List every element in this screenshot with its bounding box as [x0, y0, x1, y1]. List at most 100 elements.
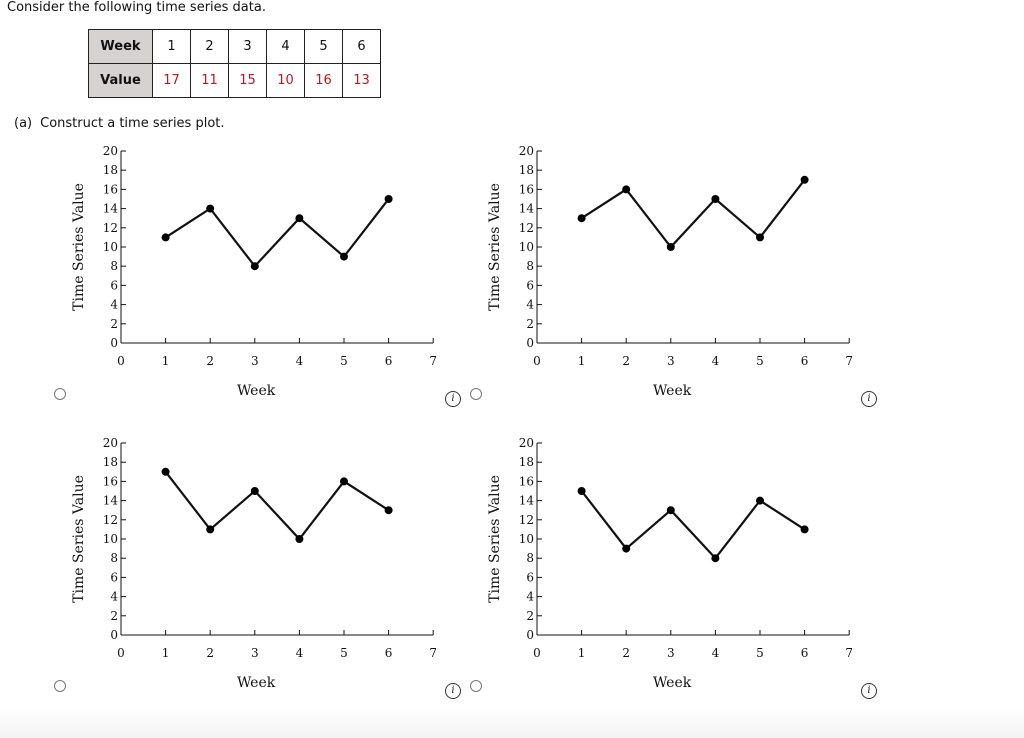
- series-line: [581, 179, 806, 249]
- time-series-table: Week 1 2 3 4 5 6 Value 17 11 15 10 16 13: [88, 29, 381, 98]
- y-tick-label: 2: [110, 317, 118, 331]
- value-cell: 16: [304, 63, 343, 98]
- info-icon[interactable]: i: [445, 683, 461, 699]
- y-tick-label: 16: [103, 182, 118, 196]
- y-tick-label: 20: [103, 144, 118, 158]
- y-tick-label: 2: [526, 609, 534, 623]
- x-tick-label: 5: [340, 646, 348, 660]
- y-tick-label: 12: [519, 513, 534, 527]
- info-icon[interactable]: i: [445, 391, 461, 407]
- y-tick-label: 18: [103, 455, 118, 469]
- y-tick-label: 12: [519, 221, 534, 235]
- y-tick-label: 10: [103, 532, 118, 546]
- option-radio-3[interactable]: [54, 680, 66, 692]
- y-tick-label: 6: [110, 278, 118, 292]
- data-point: [666, 243, 675, 251]
- y-tick-label: 12: [103, 221, 118, 235]
- x-tick-label: 0: [533, 646, 541, 660]
- option-radio-1[interactable]: [54, 388, 66, 400]
- week-header: Week: [88, 29, 153, 64]
- x-tick-label: 1: [162, 354, 170, 368]
- value-cell: 13: [342, 63, 381, 98]
- data-point: [250, 262, 259, 271]
- y-tick-label: 4: [526, 298, 534, 312]
- value-cell: 11: [190, 63, 229, 98]
- value-cell: 15: [228, 63, 267, 98]
- x-tick-label: 4: [712, 646, 720, 660]
- data-point: [577, 214, 586, 223]
- value-row: Value 17 11 15 10 16 13: [88, 63, 381, 98]
- x-tick-label: 6: [385, 646, 393, 660]
- x-tick-label: 3: [667, 646, 675, 660]
- x-axis-label: Week: [653, 675, 692, 691]
- y-tick-label: 20: [519, 144, 534, 158]
- y-tick-label: 2: [110, 609, 118, 623]
- data-point: [295, 535, 304, 543]
- x-tick-label: 2: [622, 646, 630, 660]
- week-cell: 5: [304, 29, 343, 64]
- y-tick-label: 14: [103, 202, 119, 216]
- x-tick-label: 6: [385, 354, 393, 368]
- y-tick-label: 8: [110, 551, 118, 565]
- x-tick-label: 7: [429, 354, 437, 368]
- x-tick-label: 5: [340, 354, 348, 368]
- y-tick-label: 18: [103, 163, 118, 177]
- y-tick-label: 0: [110, 336, 118, 350]
- week-cell: 2: [190, 29, 229, 64]
- x-tick-label: 0: [117, 646, 125, 660]
- y-tick-label: 14: [103, 494, 119, 508]
- x-tick-label: 3: [667, 354, 675, 368]
- y-tick-label: 20: [519, 436, 534, 450]
- series-line: [580, 490, 806, 560]
- x-tick-label: 5: [756, 646, 764, 660]
- info-icon[interactable]: i: [861, 683, 877, 699]
- x-axis-label: Week: [237, 383, 276, 399]
- x-tick-label: 2: [622, 354, 630, 368]
- x-axis-label: Week: [653, 383, 692, 399]
- y-tick-label: 4: [526, 590, 534, 604]
- value-cell: 17: [152, 63, 191, 98]
- data-point: [206, 525, 215, 534]
- info-icon[interactable]: i: [861, 391, 877, 407]
- data-point: [384, 506, 393, 515]
- x-tick-label: 7: [845, 646, 853, 660]
- week-row: Week 1 2 3 4 5 6: [88, 29, 381, 64]
- data-point: [340, 477, 348, 486]
- x-tick-label: 6: [801, 354, 809, 368]
- data-point: [711, 195, 720, 203]
- x-tick-label: 6: [801, 646, 809, 660]
- x-tick-label: 1: [578, 354, 586, 368]
- data-point: [622, 185, 631, 194]
- part-a-prompt: (a) Construct a time series plot.: [14, 116, 225, 131]
- data-point: [161, 467, 170, 476]
- y-tick-label: 18: [519, 455, 534, 469]
- y-tick-label: 4: [110, 298, 118, 312]
- option-radio-2[interactable]: [470, 388, 482, 400]
- x-tick-label: 0: [533, 354, 541, 368]
- y-axis-label: Time Series Value: [487, 475, 503, 603]
- value-header: Value: [88, 63, 153, 98]
- series-line: [164, 471, 390, 541]
- y-tick-label: 16: [519, 474, 534, 488]
- x-tick-label: 0: [117, 354, 125, 368]
- y-tick-label: 0: [526, 336, 534, 350]
- option-radio-4[interactable]: [470, 680, 482, 692]
- y-tick-label: 10: [519, 240, 534, 254]
- data-point: [161, 233, 170, 242]
- part-a-label: (a): [14, 116, 33, 131]
- x-tick-label: 7: [429, 646, 437, 660]
- y-tick-label: 8: [526, 551, 534, 565]
- x-tick-label: 5: [756, 354, 764, 368]
- y-tick-label: 2: [526, 317, 534, 331]
- y-tick-label: 14: [519, 202, 535, 216]
- y-tick-label: 4: [110, 590, 118, 604]
- value-cell: 10: [266, 63, 305, 98]
- y-tick-label: 20: [103, 436, 118, 450]
- data-point: [250, 487, 259, 495]
- y-tick-label: 6: [110, 570, 118, 584]
- data-point: [756, 496, 764, 505]
- y-tick-label: 10: [103, 240, 118, 254]
- data-point: [622, 544, 631, 553]
- y-tick-label: 8: [110, 259, 118, 273]
